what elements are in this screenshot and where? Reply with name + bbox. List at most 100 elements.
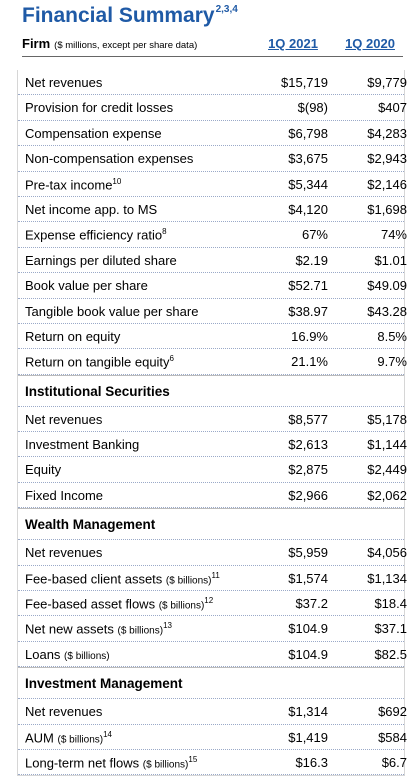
- firm-unit: ($ millions, except per share data): [54, 40, 198, 51]
- section-header: Institutional Securities: [18, 374, 404, 407]
- section-title: Investment Management: [25, 676, 183, 692]
- title: Financial Summary2,3,4: [22, 4, 238, 28]
- footnote-ref: 8: [162, 227, 167, 237]
- value: $9,779: [367, 75, 407, 90]
- label-text: Compensation expense: [25, 125, 162, 141]
- row: Earnings per diluted share $2.19 $1.01: [18, 248, 407, 274]
- row-label: Non-compensation expenses: [25, 151, 193, 166]
- column-header: 1Q 2021: [268, 36, 318, 51]
- row: Tangible book value per share $38.97 $43.2…: [18, 299, 407, 324]
- section-header: Wealth Management: [18, 508, 404, 541]
- label-text: AUM: [25, 729, 54, 745]
- value: $43.28: [367, 303, 407, 319]
- row: Long-term net flows ($ billions)15 $16.3 $…: [18, 750, 407, 776]
- row-label: Fee-based client assets ($ billions)11: [25, 571, 220, 586]
- row-label: Loans ($ billions): [25, 647, 110, 662]
- row: AUM ($ billions)14 $1,419 $584: [18, 725, 407, 750]
- label-text: Non-compensation expenses: [25, 151, 194, 167]
- value: $2,146: [367, 176, 407, 192]
- value: $2,943: [367, 151, 407, 167]
- row: Compensation expense $6,798 $4,283: [18, 121, 407, 147]
- value: 67%: [301, 227, 328, 243]
- value: $52.71: [288, 278, 328, 294]
- value: $1,134: [367, 570, 407, 586]
- row: Net new assets ($ billions)13 $104.9 $37.1: [18, 616, 407, 642]
- table: Net revenues $15,719 $9,779 Provision for c…: [17, 70, 407, 776]
- row-label: Pre-tax income10: [25, 177, 121, 192]
- column-header: 1Q 2020: [345, 36, 395, 51]
- row-label: Compensation expense: [25, 126, 162, 141]
- value: $407: [378, 100, 407, 116]
- row-label: Return on equity: [25, 329, 120, 344]
- footnote-ref: 13: [163, 621, 172, 631]
- section-title: Institutional Securities: [25, 383, 170, 399]
- header-row: Firm ($ millions, except per share data) …: [22, 36, 403, 57]
- row: Net income app. to MS $4,120 $1,698: [18, 197, 407, 223]
- row-label: Investment Banking: [25, 437, 139, 452]
- label-text: Provision for credit losses: [25, 100, 174, 116]
- label-text: Net revenues: [25, 411, 103, 427]
- row: Loans ($ billions) $104.9 $82.5: [18, 642, 407, 668]
- row-label: Tangible book value per share: [25, 304, 198, 319]
- value: $4,056: [367, 545, 407, 561]
- row: Net revenues $8,577 $5,178: [18, 407, 407, 433]
- row: Fee-based asset flows ($ billions)12 $37.…: [18, 591, 407, 617]
- value: $3,675: [288, 151, 328, 167]
- value: $4,120: [288, 201, 328, 217]
- value: $1,698: [367, 201, 407, 217]
- row: Return on equity 16.9% 8.5%: [18, 324, 407, 350]
- value: $104.9: [288, 621, 328, 637]
- footnote-ref: 15: [188, 754, 198, 764]
- value: $6,798: [288, 125, 328, 141]
- value: $1,419: [288, 729, 328, 745]
- label-text: Net income app. to MS: [25, 201, 158, 217]
- value: $692: [378, 704, 407, 720]
- footnote-ref: 14: [103, 729, 112, 739]
- row: Provision for credit losses $(98) $407: [18, 95, 407, 121]
- label-text: Return on equity: [25, 328, 121, 344]
- row: Fee-based client assets ($ billions)11 $1…: [18, 566, 407, 592]
- title-note: 2,3,4: [215, 4, 238, 15]
- value: $2.19: [295, 252, 328, 268]
- value: 16.9%: [291, 328, 328, 344]
- row-label: Long-term net flows ($ billions)15: [25, 755, 197, 770]
- row-label: Earnings per diluted share: [25, 253, 177, 268]
- label-text: Equity: [25, 462, 62, 478]
- value: $37.1: [374, 621, 407, 637]
- label-unit: ($ billions): [117, 625, 164, 637]
- row: Fixed Income $2,966 $2,062: [18, 483, 407, 509]
- row-label: Equity: [25, 462, 61, 477]
- value: $82.5: [374, 646, 407, 662]
- value: $8,577: [288, 411, 328, 427]
- row: Net revenues $1,314 $692: [18, 699, 407, 725]
- footnote-ref: 11: [211, 570, 220, 580]
- row: Equity $2,875 $2,449: [18, 457, 407, 483]
- label-text: Return on tangible equity: [25, 354, 170, 370]
- label-text: Fee-based asset flows: [25, 596, 156, 612]
- value: 21.1%: [291, 354, 328, 370]
- label-unit: ($ billions): [64, 650, 110, 662]
- value: $49.09: [367, 278, 407, 294]
- value: $584: [378, 729, 407, 745]
- value: 8.5%: [377, 328, 407, 344]
- row: Book value per share $52.71 $49.09: [18, 273, 407, 299]
- value: $1.01: [374, 252, 407, 268]
- label-text: Pre-tax income: [25, 176, 113, 192]
- row: Investment Banking $2,613 $1,144: [18, 432, 407, 458]
- label-text: Loans: [25, 646, 61, 662]
- row-label: Net income app. to MS: [25, 202, 157, 217]
- row-label: Provision for credit losses: [25, 100, 173, 115]
- value: $15,719: [281, 75, 328, 90]
- value: $38.97: [288, 303, 328, 319]
- label-text: Net revenues: [25, 75, 103, 90]
- row-label: Net revenues: [25, 704, 102, 719]
- row: Non-compensation expenses $3,675 $2,943: [18, 146, 407, 172]
- value: $1,574: [288, 570, 328, 586]
- value: $5,959: [288, 545, 328, 561]
- row-label: Net revenues: [25, 75, 102, 90]
- row-label: Net revenues: [25, 545, 102, 560]
- value: $1,314: [288, 704, 328, 720]
- firm-label: Firm: [22, 36, 51, 51]
- row-label: Fee-based asset flows ($ billions)12: [25, 596, 213, 611]
- value: $2,613: [288, 437, 328, 453]
